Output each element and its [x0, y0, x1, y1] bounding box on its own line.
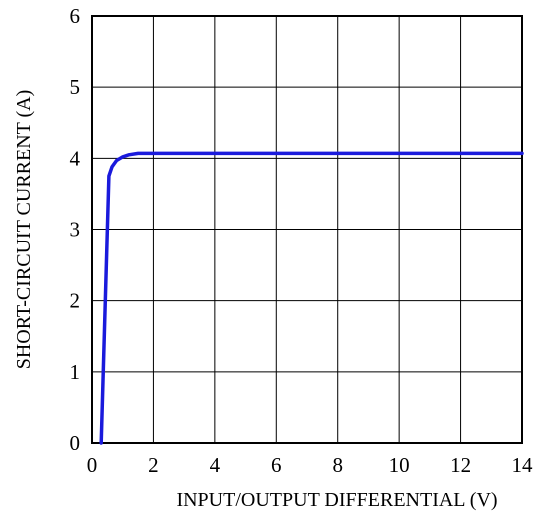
- plot-frame: [91, 15, 523, 444]
- y-tick-label: 2: [70, 289, 81, 313]
- y-tick-labels: 0 1 2 3 4 5 6: [70, 4, 81, 455]
- x-tick-label: 8: [332, 453, 343, 477]
- grid: [91, 15, 523, 444]
- x-axis-label: INPUT/OUTPUT DIFFERENTIAL (V): [176, 489, 497, 511]
- y-tick-label: 3: [70, 218, 81, 242]
- x-tick-label: 0: [87, 453, 98, 477]
- series-line: [99, 151, 524, 445]
- x-tick-label: 10: [389, 453, 410, 477]
- y-tick-label: 6: [70, 4, 81, 28]
- x-tick-labels: 0 2 4 6 8 10 12 14: [87, 453, 533, 477]
- y-axis-label: SHORT-CIRCUIT CURRENT (A): [13, 90, 35, 370]
- x-tick-label: 14: [512, 453, 534, 477]
- y-tick-label: 1: [70, 360, 81, 384]
- x-tick-label: 12: [450, 453, 471, 477]
- x-tick-label: 2: [148, 453, 159, 477]
- y-tick-label: 4: [70, 146, 81, 170]
- x-tick-label: 6: [271, 453, 282, 477]
- y-tick-label: 5: [70, 75, 81, 99]
- y-tick-label: 0: [70, 431, 81, 455]
- x-tick-label: 4: [210, 453, 221, 477]
